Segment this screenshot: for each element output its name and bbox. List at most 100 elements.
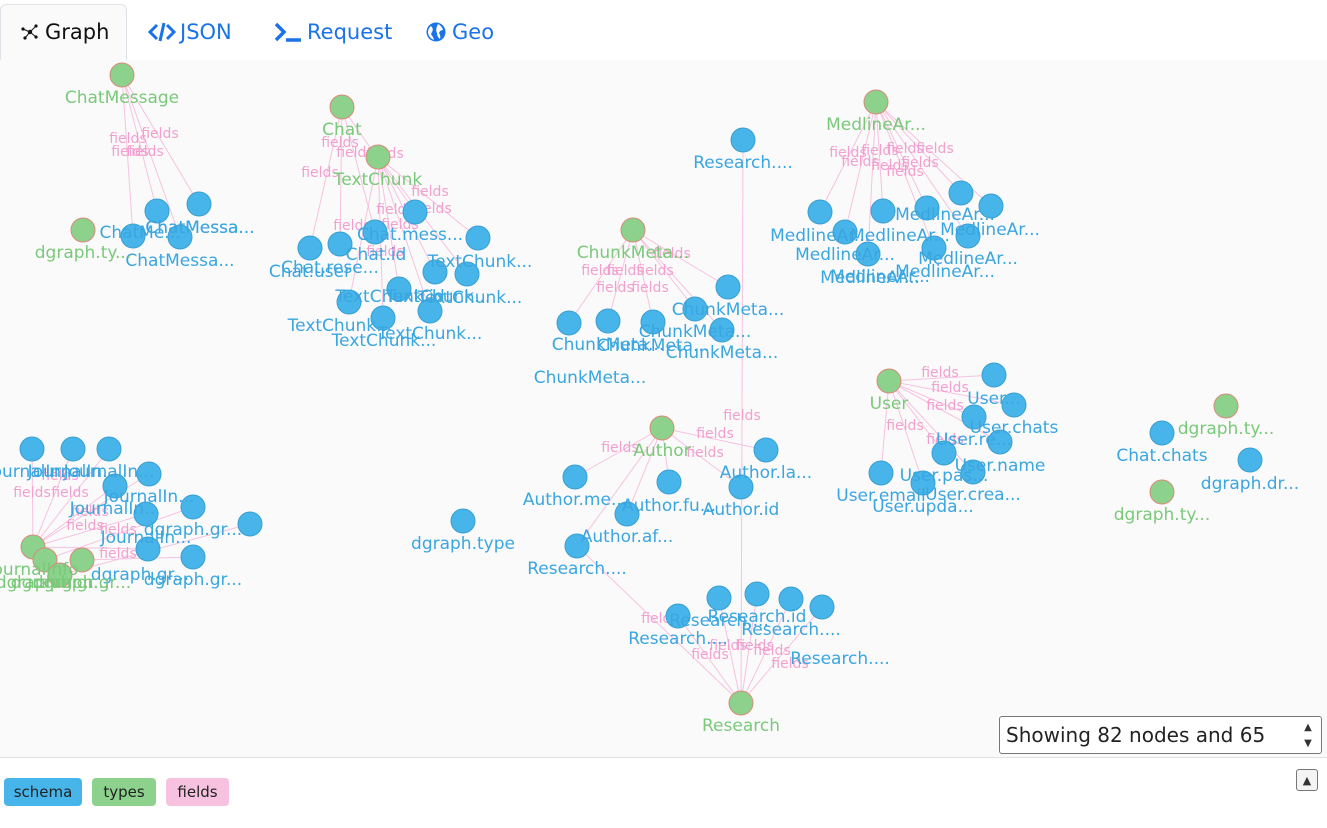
schema-node[interactable] xyxy=(595,308,621,334)
stats-text: Showing 82 nodes and 65 xyxy=(1006,723,1266,747)
schema-node[interactable] xyxy=(1001,392,1027,418)
schema-node[interactable] xyxy=(910,470,936,496)
schema-node[interactable] xyxy=(709,317,735,343)
stats-scroll[interactable]: ▲ ▼ xyxy=(1297,719,1319,751)
triangle-up-icon: ▲ xyxy=(1302,773,1312,787)
schema-node[interactable] xyxy=(135,536,161,562)
collapse-panel-button[interactable]: ▲ xyxy=(1296,769,1318,791)
schema-node[interactable] xyxy=(730,127,756,153)
schema-node[interactable] xyxy=(336,289,362,315)
schema-node[interactable] xyxy=(454,261,480,287)
schema-node-label: ChunkMeta... xyxy=(597,336,709,356)
type-node[interactable] xyxy=(47,562,73,588)
schema-node[interactable] xyxy=(564,533,590,559)
type-node[interactable] xyxy=(1149,479,1175,505)
schema-node[interactable] xyxy=(640,309,666,335)
schema-node[interactable] xyxy=(102,473,128,499)
schema-node[interactable] xyxy=(870,198,896,224)
edge-label: fields xyxy=(596,280,634,296)
schema-node[interactable] xyxy=(386,276,412,302)
schema-node[interactable] xyxy=(422,259,448,285)
edge-label: fields xyxy=(321,135,359,151)
schema-node[interactable] xyxy=(715,274,741,300)
schema-node[interactable] xyxy=(450,508,476,534)
schema-node[interactable] xyxy=(327,231,353,257)
schema-node[interactable] xyxy=(921,235,947,261)
schema-node[interactable] xyxy=(297,235,323,261)
schema-node[interactable] xyxy=(180,544,206,570)
schema-node[interactable] xyxy=(931,440,957,466)
schema-node[interactable] xyxy=(961,404,987,430)
schema-node[interactable] xyxy=(362,219,388,245)
edge-label: fields xyxy=(841,154,879,170)
tab-request[interactable]: Request xyxy=(273,4,392,60)
schema-node[interactable] xyxy=(807,199,833,225)
schema-node[interactable] xyxy=(144,198,170,224)
graph-edge xyxy=(875,101,935,249)
schema-node[interactable] xyxy=(855,241,881,267)
type-node[interactable] xyxy=(649,415,675,441)
type-node[interactable] xyxy=(69,547,95,573)
schema-node[interactable] xyxy=(186,191,212,217)
schema-node[interactable] xyxy=(987,429,1013,455)
schema-node[interactable] xyxy=(120,223,146,249)
schema-node[interactable] xyxy=(1237,447,1263,473)
schema-node[interactable] xyxy=(417,298,443,324)
schema-node[interactable] xyxy=(978,193,1004,219)
schema-node[interactable] xyxy=(778,586,804,612)
schema-node[interactable] xyxy=(682,296,708,322)
schema-node[interactable] xyxy=(60,436,86,462)
schema-node[interactable] xyxy=(948,180,974,206)
schema-node[interactable] xyxy=(133,501,159,527)
schema-node[interactable] xyxy=(96,436,122,462)
tab-json[interactable]: JSON xyxy=(148,4,232,60)
schema-node[interactable] xyxy=(665,603,691,629)
schema-node[interactable] xyxy=(832,219,858,245)
type-node[interactable] xyxy=(32,547,58,573)
schema-node[interactable] xyxy=(981,362,1007,388)
type-node[interactable] xyxy=(728,690,754,716)
schema-node[interactable] xyxy=(728,474,754,500)
schema-node[interactable] xyxy=(562,464,588,490)
type-node[interactable] xyxy=(329,94,355,120)
schema-node[interactable] xyxy=(402,199,428,225)
edge-label: fields xyxy=(41,468,79,484)
schema-node[interactable] xyxy=(180,494,206,520)
schema-node[interactable] xyxy=(753,437,779,463)
schema-node[interactable] xyxy=(868,460,894,486)
type-node[interactable] xyxy=(863,89,889,115)
schema-node-label: TextChunk... xyxy=(385,287,491,307)
schema-node[interactable] xyxy=(809,594,835,620)
schema-node[interactable] xyxy=(556,310,582,336)
type-node[interactable] xyxy=(1213,393,1239,419)
type-node[interactable] xyxy=(876,368,902,394)
tab-geo[interactable]: Geo xyxy=(424,4,494,60)
graph-edge xyxy=(740,598,792,704)
tab-graph[interactable]: Graph xyxy=(0,4,127,60)
schema-node-label: User.re... xyxy=(936,430,1012,450)
schema-node[interactable] xyxy=(1149,420,1175,446)
schema-node[interactable] xyxy=(237,511,263,537)
schema-node[interactable] xyxy=(914,195,940,221)
scroll-up-icon[interactable]: ▲ xyxy=(1304,721,1312,733)
type-node-label: dgraph.gr... xyxy=(11,573,109,593)
scroll-down-icon[interactable]: ▼ xyxy=(1304,737,1312,749)
schema-node[interactable] xyxy=(167,224,193,250)
schema-node[interactable] xyxy=(744,581,770,607)
schema-node[interactable] xyxy=(706,585,732,611)
edge-label: fields xyxy=(109,131,147,147)
schema-node[interactable] xyxy=(370,305,396,331)
schema-node[interactable] xyxy=(136,461,162,487)
type-node[interactable] xyxy=(109,62,135,88)
schema-node[interactable] xyxy=(960,459,986,485)
type-node[interactable] xyxy=(365,144,391,170)
schema-node[interactable] xyxy=(465,225,491,251)
schema-node[interactable] xyxy=(656,469,682,495)
schema-node[interactable] xyxy=(614,501,640,527)
graph-canvas[interactable]: fields fields fields fields fields fields fiel… xyxy=(0,60,1327,757)
schema-node[interactable] xyxy=(955,223,981,249)
schema-node[interactable] xyxy=(19,436,45,462)
graph-svg[interactable]: fieldsfieldsfieldsfieldsfieldsfieldsfiel… xyxy=(0,60,1327,757)
type-node[interactable] xyxy=(70,217,96,243)
type-node[interactable] xyxy=(620,217,646,243)
